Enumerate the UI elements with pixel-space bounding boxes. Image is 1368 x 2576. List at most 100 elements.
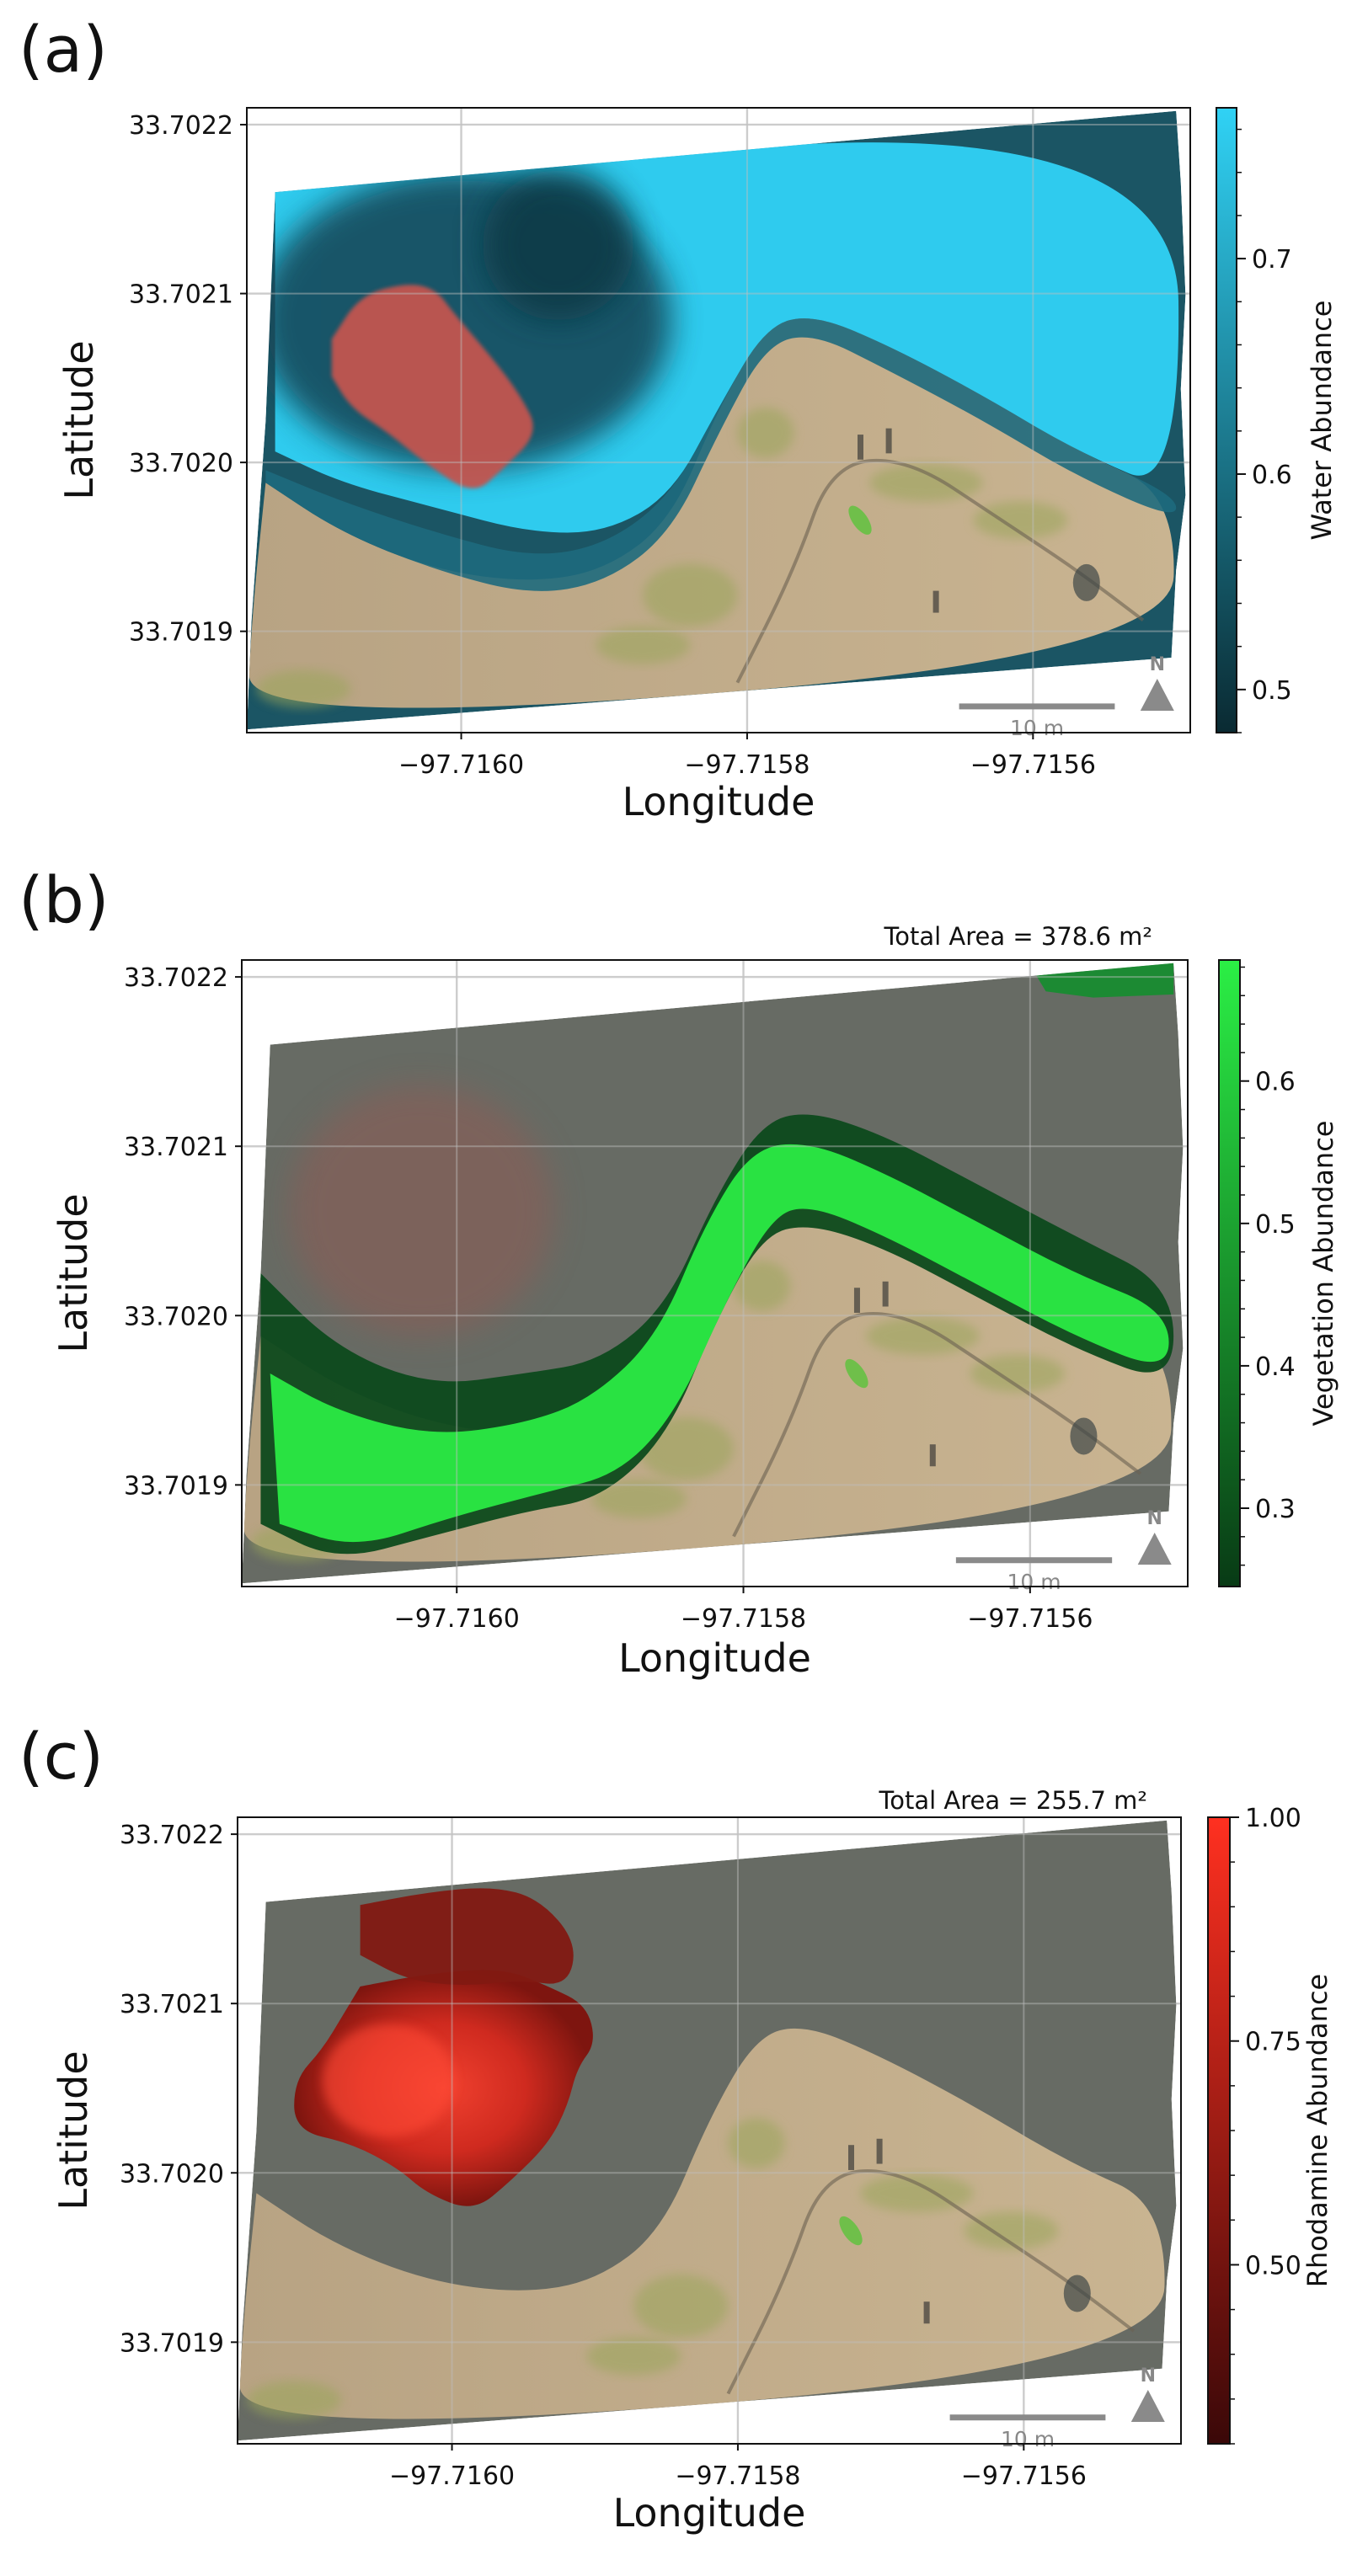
colorbar-title: Rhodamine Abundance — [1301, 1974, 1333, 2287]
x-tick-label: −97.7160 — [394, 1604, 520, 1634]
grass-patch — [869, 463, 983, 502]
y-tick-label: 33.7020 — [129, 449, 233, 478]
rhodamine-plume-faint — [289, 1085, 554, 1336]
panel-label: (b) — [19, 862, 110, 937]
rock — [1063, 2275, 1091, 2312]
colorbar-gradient — [1207, 1816, 1231, 2445]
grass-patch — [737, 408, 794, 458]
grass-patch — [596, 626, 691, 664]
y-axis-title: Latitude — [51, 2051, 96, 2210]
x-axis-title: Longitude — [618, 1635, 811, 1681]
y-tick-label: 33.7022 — [124, 963, 228, 993]
grass-patch — [633, 2275, 729, 2338]
rhodamine-plume-edge — [360, 1888, 574, 1986]
kayak — [839, 2216, 863, 2246]
north-arrow-icon — [1140, 679, 1174, 712]
x-axis-title: Longitude — [623, 779, 815, 824]
colorbar-tick-label: 0.4 — [1255, 1352, 1296, 1382]
grass-patch — [643, 563, 738, 627]
scale-bar-label: 10 m — [1007, 1570, 1061, 1594]
x-tick-label: −97.7156 — [970, 750, 1096, 780]
total-area-annotation: Total Area = 378.6 m² — [883, 922, 1152, 951]
colorbar-tick-label: 1.00 — [1245, 1804, 1301, 1833]
person-figure — [853, 1288, 860, 1313]
plot-frame — [246, 107, 1191, 733]
colorbar-gradient — [1218, 959, 1241, 1587]
map-imagery — [247, 110, 1186, 730]
person-figure — [858, 435, 863, 460]
y-tick-label: 33.7019 — [120, 2328, 224, 2358]
shore-sand — [239, 2028, 1165, 2419]
x-tick-label: −97.7156 — [961, 2461, 1087, 2491]
person-figure — [929, 1444, 936, 1467]
colorbar: 0.3 0.4 0.5 0.6 Vegetation Abundance — [1218, 959, 1339, 1587]
person-figure — [848, 2145, 854, 2170]
y-tick-label: 33.7020 — [124, 1302, 228, 1331]
x-tick-label: −97.7158 — [684, 750, 810, 780]
y-tick-label: 33.7022 — [129, 111, 233, 141]
shore-sand — [248, 318, 1174, 708]
grass-patch — [733, 1261, 791, 1311]
total-area-annotation: Total Area = 255.7 m² — [878, 1786, 1147, 1815]
y-tick-label: 33.7019 — [129, 618, 233, 648]
rhodamine-plume-masked — [331, 285, 533, 488]
y-tick-label: 33.7021 — [129, 280, 233, 310]
y-tick-label: 33.7022 — [120, 1821, 224, 1850]
colorbar-tick-label: 0.6 — [1252, 461, 1292, 490]
colorbar-tick-label: 0.6 — [1255, 1068, 1296, 1097]
y-axis-title: Latitude — [56, 340, 102, 499]
x-tick-label: −97.7160 — [389, 2461, 515, 2491]
plot-frame — [237, 1816, 1182, 2445]
y-tick-label: 33.7019 — [124, 1471, 228, 1501]
colorbar: 0.5 0.6 0.7 Water Abundance — [1216, 107, 1338, 733]
grass-patch — [964, 2211, 1059, 2250]
colorbar-tick-label: 0.75 — [1245, 2028, 1301, 2057]
x-tick-label: −97.7160 — [398, 750, 524, 780]
grass-patch — [973, 501, 1068, 539]
kayak — [845, 1358, 868, 1389]
rock — [1072, 563, 1100, 601]
grass-patch — [586, 2337, 681, 2376]
north-arrow-icon — [1130, 2389, 1165, 2422]
person-figure — [923, 2301, 930, 2324]
kayak — [848, 505, 872, 535]
map-imagery — [242, 963, 1184, 1584]
panel-a: (a) 10 m N −97.7160 −97.7158 −97.7156 33.7019 3… — [19, 12, 1338, 824]
grass-patch — [728, 2118, 785, 2168]
grass-patch — [860, 2174, 974, 2212]
north-arrow-icon — [1137, 1532, 1172, 1565]
person-figure — [882, 1281, 889, 1307]
scale-bar-label: 10 m — [1001, 2427, 1055, 2451]
map-imagery — [238, 1820, 1177, 2441]
panel-label: (c) — [19, 1719, 104, 1794]
colorbar: 0.50 0.75 1.00 Rhodamine Abundance — [1207, 1804, 1333, 2445]
panel-b: (b) 10 m N −97.7160 −97.7158 −97.7156 33.7019 3… — [19, 862, 1339, 1681]
water-abundance-low — [483, 170, 634, 321]
colorbar-tick-label: 0.3 — [1255, 1495, 1296, 1524]
grass-patch — [866, 1317, 980, 1355]
panel-label: (a) — [19, 12, 108, 87]
person-figure — [885, 428, 892, 454]
rhodamine-plume-core — [322, 2024, 455, 2137]
x-tick-label: −97.7158 — [681, 1604, 806, 1634]
person-figure — [932, 590, 939, 613]
north-label: N — [1141, 2365, 1156, 2387]
y-tick-label: 33.7021 — [120, 1990, 224, 2019]
colorbar-tick-label: 0.50 — [1245, 2251, 1301, 2280]
north-label: N — [1146, 1508, 1162, 1529]
y-axis-title: Latitude — [51, 1193, 96, 1352]
rock — [1070, 1417, 1098, 1455]
trail — [735, 458, 1145, 684]
trail — [732, 1312, 1142, 1538]
trail — [726, 2169, 1136, 2395]
colorbar-title: Water Abundance — [1306, 300, 1338, 540]
colorbar-tick-label: 0.5 — [1252, 676, 1292, 706]
y-tick-label: 33.7020 — [120, 2159, 224, 2189]
grass-patch — [591, 1480, 687, 1518]
x-tick-label: −97.7156 — [967, 1604, 1093, 1634]
north-label: N — [1150, 654, 1165, 675]
scale-bar-label: 10 m — [1010, 716, 1064, 740]
grass-patch — [256, 669, 351, 708]
x-axis-title: Longitude — [613, 2490, 806, 2536]
